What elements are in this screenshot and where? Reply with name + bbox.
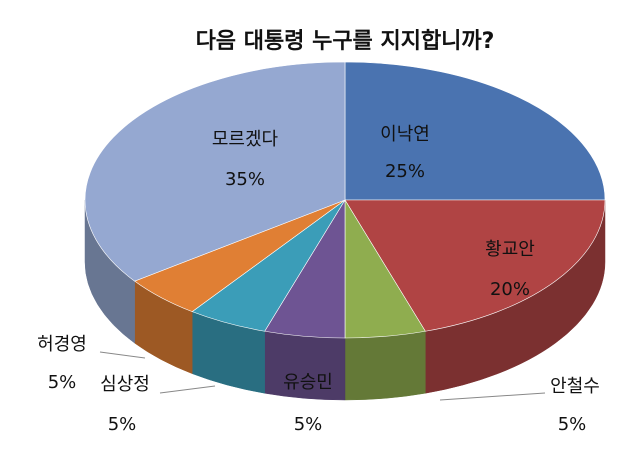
slice-side [344,330,426,401]
slice-label: 유승민 [283,372,333,393]
slice-label: 안철수 [550,376,600,397]
slice [344,61,606,201]
leader-line [439,392,546,401]
slice-label: 황교안 [485,239,535,260]
value-label: 5% [108,414,137,435]
slice-label: 심상정 [100,374,150,395]
leader-line [99,351,146,359]
value-label: 35% [225,169,265,190]
value-label: 25% [385,161,425,182]
slice-label: 모르겠다 [212,129,279,150]
leader-line [159,385,216,394]
chart-title: 다음 대통령 누구를 지지합니까? [196,28,495,54]
slice [344,199,606,332]
slice [84,61,346,282]
slice-label: 이낙연 [380,124,430,145]
value-label: 20% [490,279,530,300]
value-label: 5% [558,414,587,435]
slice-label: 허경영 [37,334,87,355]
value-label: 5% [294,414,323,435]
value-label: 5% [48,372,77,393]
